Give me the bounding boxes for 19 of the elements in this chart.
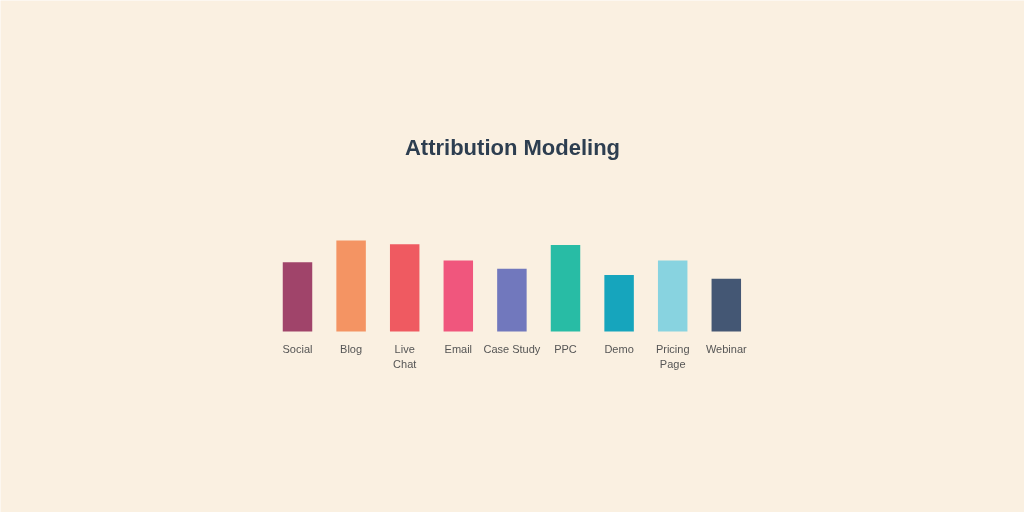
bar: [550, 245, 581, 332]
bar: [604, 275, 634, 332]
x-tick-label: Blog: [340, 343, 363, 356]
x-tick-label: Case Study: [483, 343, 541, 356]
bar: [657, 260, 688, 332]
chart-title: Attribution Modeling: [404, 135, 621, 160]
x-tick-label: Social: [282, 343, 313, 356]
x-tick-label: Live Chat: [393, 343, 417, 370]
x-tick-label: PPC: [554, 343, 577, 356]
bar: [282, 262, 313, 332]
bar: [336, 240, 366, 332]
bar: [443, 260, 474, 332]
bar: [711, 278, 742, 332]
x-tick-label: Email: [444, 343, 473, 356]
bar: [389, 244, 420, 332]
x-tick-label: Demo: [604, 343, 634, 356]
x-tick-label: Webinar: [705, 343, 748, 356]
bar: [497, 268, 527, 332]
x-tick-label: Pricing Page: [655, 343, 690, 370]
